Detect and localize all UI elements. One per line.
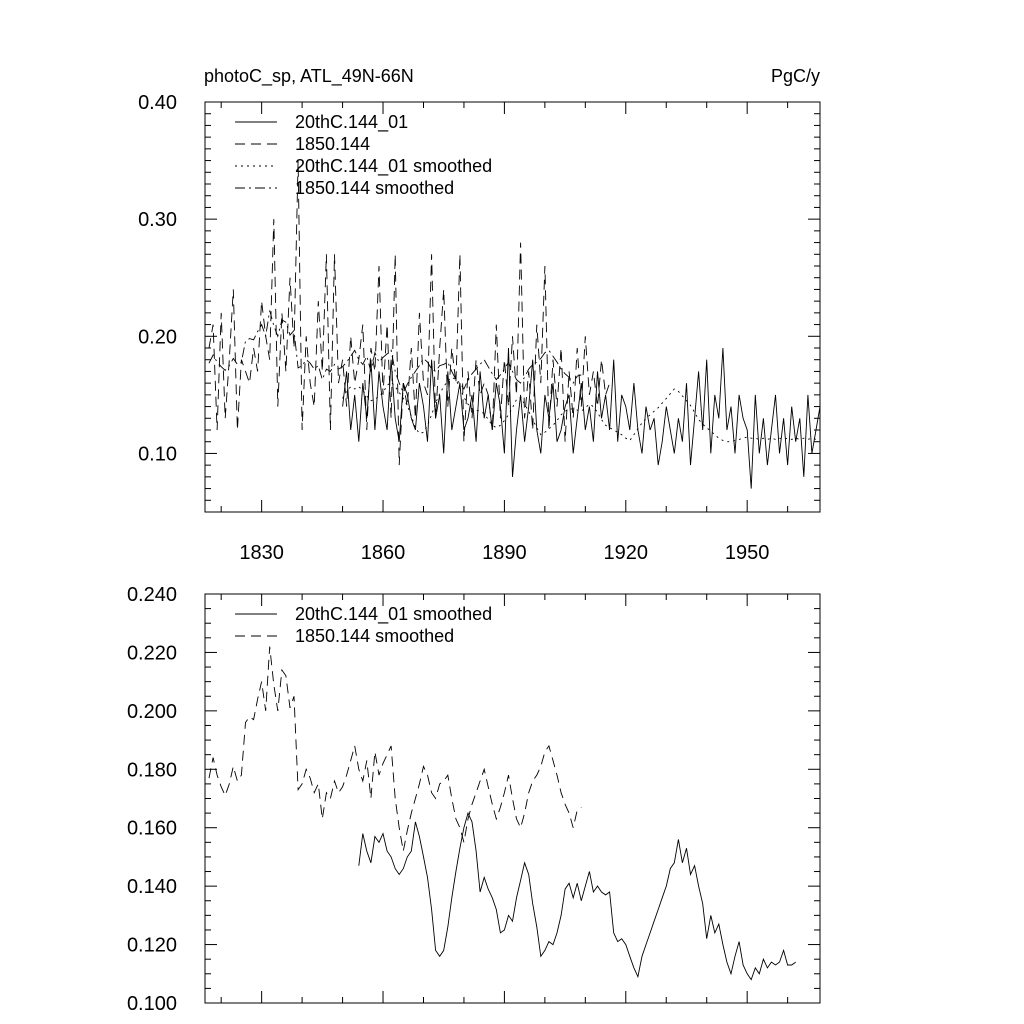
y-tick-label: 0.160 [127, 818, 177, 840]
x-tick-label: 1950 [725, 542, 770, 564]
y-tick-label: 0.120 [127, 935, 177, 957]
series-line-1850-144-smoothed [208, 310, 582, 394]
y-tick-label: 0.20 [138, 326, 177, 348]
legend-label: 1850.144 smoothed [295, 178, 454, 198]
legend-label: 20thC.144_01 smoothed [295, 156, 492, 177]
y-tick-label: 0.140 [127, 876, 177, 898]
plot-frame [204, 593, 821, 1004]
y-tick-label: 0.240 [127, 584, 177, 606]
series-line-1850-144-smoothed [208, 646, 582, 852]
x-tick-label: 1920 [604, 542, 649, 564]
top-panel: 1830 1860 1890 1920 1950 0.10 0.20 0.30 0.40 20th… [138, 92, 821, 564]
legend-label: 20thC.144_01 [295, 112, 408, 133]
y-tick-label: 0.100 [127, 993, 177, 1015]
legend-label: 1850.144 [295, 134, 370, 154]
plot-frame [204, 101, 821, 513]
x-tick-label: 1890 [482, 542, 527, 564]
y-tick-label: 0.10 [138, 443, 177, 465]
series-line-20thc-144-01 [342, 347, 820, 489]
chart-units-label: PgC/y [771, 66, 820, 86]
bottom-panel: 0.100 0.120 0.140 0.160 0.180 0.200 0.220 0.240… [127, 584, 821, 1015]
legend-label: 20thC.144_01 smoothed [295, 604, 492, 625]
y-tick-label: 0.200 [127, 701, 177, 723]
y-tick-label: 0.40 [138, 92, 177, 114]
y-tick-label: 0.30 [138, 209, 177, 231]
y-tick-label: 0.180 [127, 759, 177, 781]
series-line-20thc-144-01-smoothed [342, 376, 817, 443]
series-line-20thc-144-01-smoothed [358, 811, 796, 981]
series-line-1850-144 [208, 160, 611, 466]
chart-title-left: photoC_sp, ATL_49N-66N [204, 66, 414, 87]
x-tick-label: 1830 [239, 542, 284, 564]
x-tick-label: 1860 [361, 542, 406, 564]
legend-label: 1850.144 smoothed [295, 626, 454, 646]
y-tick-label: 0.220 [127, 642, 177, 664]
